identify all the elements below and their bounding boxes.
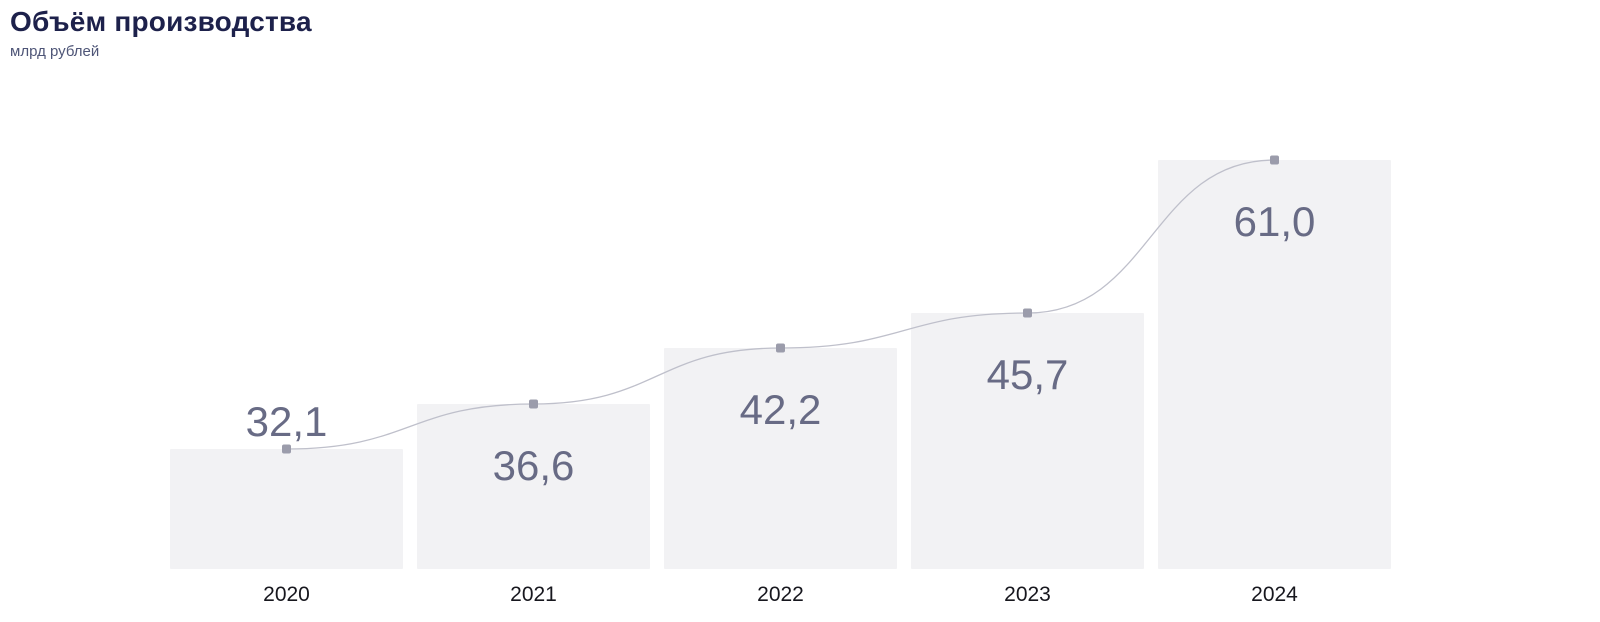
category-label-2021: 2021 [510, 583, 557, 606]
category-label-2024: 2024 [1251, 583, 1298, 606]
value-label-2022: 42,2 [739, 386, 822, 433]
chart-units-subtitle: млрд рублей [10, 43, 100, 61]
value-label-2023: 45,7 [986, 351, 1069, 398]
category-label-2023: 2023 [1004, 583, 1051, 606]
bar-2022 [664, 348, 897, 569]
bar-2020 [170, 449, 403, 569]
value-label-2024: 61,0 [1233, 198, 1316, 245]
chart-title: Объём производства [10, 6, 312, 37]
category-label-2020: 2020 [263, 583, 310, 606]
chart-header: Объём производства млрд рублей [10, 6, 312, 61]
value-label-2021: 36,6 [492, 442, 575, 489]
value-label-2020: 32,1 [245, 398, 328, 445]
category-label-2022: 2022 [757, 583, 804, 606]
